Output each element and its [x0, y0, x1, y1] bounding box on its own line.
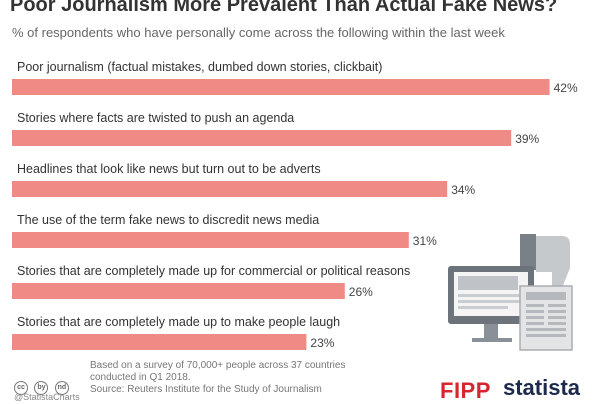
value-label: 39% — [515, 132, 539, 146]
source-note: Based on a survey of 70,000+ people acro… — [90, 360, 345, 396]
bar — [12, 130, 512, 146]
fipp-logo: FIPP — [440, 378, 491, 403]
value-label: 42% — [554, 81, 578, 95]
bar — [12, 334, 307, 350]
fake-news-illustration-icon — [448, 234, 573, 351]
value-label: 31% — [413, 234, 437, 248]
bar — [12, 232, 409, 248]
category-label: Stories that are completely made up to m… — [17, 315, 340, 329]
source-line: Source: Reuters Institute for the Study … — [90, 384, 322, 395]
category-label: Stories where facts are twisted to push … — [17, 111, 294, 125]
chart-title: Poor Journalism More Prevalent Than Actu… — [10, 0, 558, 16]
value-label: 23% — [310, 336, 334, 350]
social-handle: @StatistaCharts — [14, 392, 80, 402]
category-label: Poor journalism (factual mistakes, dumbe… — [17, 60, 382, 74]
footer: Based on a survey of 70,000+ people acro… — [0, 358, 600, 403]
value-label: 26% — [349, 285, 373, 299]
license-icons: cc by nd — [14, 376, 71, 395]
cc-icon: cc — [14, 381, 28, 395]
chart-subtitle: % of respondents who have personally com… — [12, 25, 505, 40]
nd-icon: nd — [54, 381, 69, 395]
bar — [12, 283, 345, 299]
category-label: Headlines that look like news but turn o… — [17, 162, 321, 176]
bar — [12, 79, 550, 95]
bar — [12, 181, 448, 197]
value-label: 34% — [451, 183, 475, 197]
bar-chart: Poor journalism (factual mistakes, dumbe… — [12, 60, 578, 350]
category-label: Stories that are completely made up for … — [17, 264, 410, 278]
by-icon: by — [34, 381, 49, 395]
note-line: Based on a survey of 70,000+ people acro… — [90, 360, 346, 371]
category-label: The use of the term fake news to discred… — [17, 213, 319, 227]
statista-logo: statista — [503, 375, 581, 400]
note-line: conducted in Q1 2018. — [90, 372, 191, 383]
